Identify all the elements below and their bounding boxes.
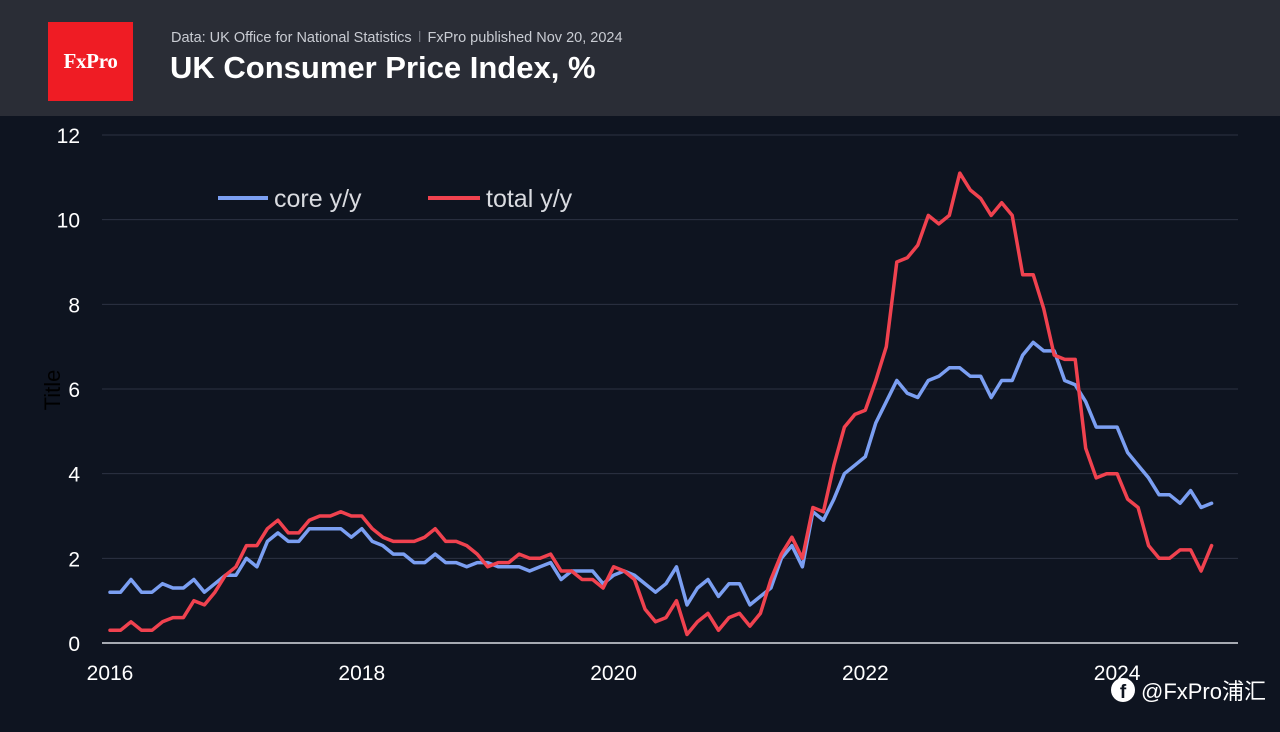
y-tick-label: 10 — [57, 210, 80, 233]
source-line: Data: UK Office for National Statistics ǀ… — [171, 30, 623, 46]
x-tick-label: 2018 — [338, 662, 385, 685]
y-tick-label: 4 — [68, 464, 80, 487]
facebook-icon: f — [1110, 678, 1135, 702]
meta-separator: ǀ — [417, 30, 422, 46]
total-yy-line — [108, 171, 1214, 637]
y-tick-label: 2 — [68, 548, 80, 571]
fxpro-logo: FxPro — [48, 22, 133, 101]
series-lines — [108, 171, 1214, 637]
legend-total-label: total y/y — [486, 185, 573, 213]
x-axis-ticks: 2016 2018 2020 2022 2024 — [87, 662, 1141, 685]
page-title: UK Consumer Price Index, % — [170, 50, 596, 85]
legend-core-label: core y/y — [274, 185, 362, 213]
y-tick-label: 12 — [57, 125, 80, 148]
core-yy-line — [108, 340, 1214, 607]
publish-date: FxPro published Nov 20, 2024 — [427, 30, 623, 46]
gridlines — [102, 134, 1238, 644]
watermark-text: @FxPro浦汇 — [1140, 679, 1266, 704]
y-tick-label: 0 — [68, 633, 80, 656]
y-tick-label: 6 — [68, 379, 80, 402]
x-tick-label: 2022 — [842, 662, 889, 685]
y-axis-ticks: 0 2 4 6 8 10 12 — [57, 125, 81, 656]
y-axis-label: Title — [40, 370, 65, 411]
watermark: f @FxPro浦汇 — [1110, 674, 1266, 706]
legend: core y/y total y/y — [218, 185, 573, 213]
y-tick-label: 8 — [68, 294, 80, 317]
header-bar: FxPro Data: UK Office for National Stati… — [0, 0, 1280, 116]
data-source: Data: UK Office for National Statistics — [171, 30, 412, 46]
x-tick-label: 2020 — [590, 662, 637, 685]
x-tick-label: 2016 — [87, 662, 134, 685]
